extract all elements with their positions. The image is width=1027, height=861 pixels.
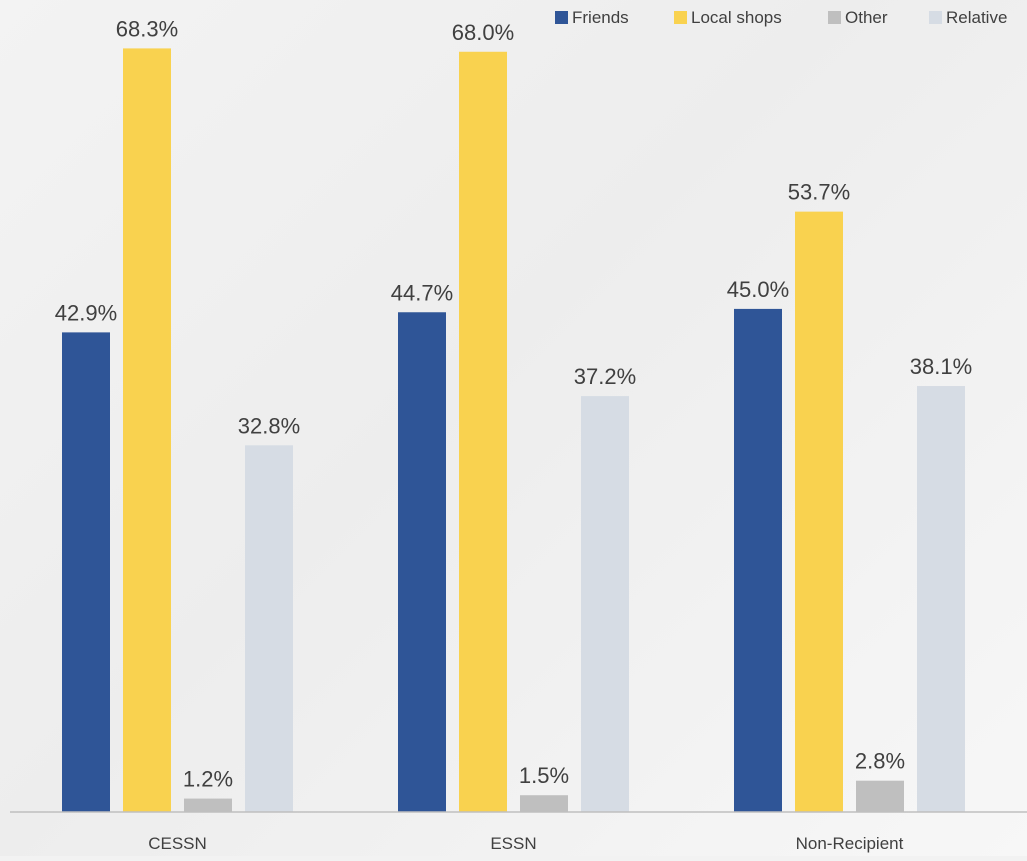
data-label-non-recipient-relative: 38.1%	[910, 354, 972, 379]
data-label-cessn-local-shops: 68.3%	[116, 16, 178, 41]
bar-non-recipient-local-shops	[795, 211, 843, 812]
x-tick-label-non-recipient: Non-Recipient	[796, 834, 904, 853]
data-labels-layer: 42.9% 68.3% 1.2% 32.8% 44.7% 68.0% 1.5% 37.2% 45…	[55, 16, 972, 791]
bar-essn-relative	[581, 396, 629, 812]
bar-cessn-relative	[245, 445, 293, 812]
bar-non-recipient-friends	[734, 308, 782, 812]
bars-layer	[62, 48, 965, 812]
bar-cessn-other	[184, 798, 232, 812]
data-label-non-recipient-local-shops: 53.7%	[788, 180, 850, 205]
data-label-essn-local-shops: 68.0%	[452, 20, 514, 45]
bar-essn-friends	[398, 312, 446, 812]
bar-non-recipient-other	[856, 780, 904, 812]
data-label-essn-other: 1.5%	[519, 763, 569, 788]
data-label-non-recipient-other: 2.8%	[855, 749, 905, 774]
bar-cessn-friends	[62, 332, 110, 812]
x-axis-tick-labels: CESSN ESSN Non-Recipient	[148, 834, 903, 853]
bar-essn-local-shops	[459, 51, 507, 812]
legend: Friends Local shops Other Relative	[555, 8, 1007, 27]
legend-swatch-relative	[929, 11, 942, 24]
x-tick-label-essn: ESSN	[490, 834, 536, 853]
legend-label-other: Other	[845, 8, 888, 27]
bar-cessn-local-shops	[123, 48, 171, 812]
legend-label-friends: Friends	[572, 8, 629, 27]
data-label-essn-friends: 44.7%	[391, 280, 453, 305]
x-tick-label-cessn: CESSN	[148, 834, 207, 853]
bar-essn-other	[520, 795, 568, 812]
legend-swatch-friends	[555, 11, 568, 24]
legend-label-relative: Relative	[946, 8, 1007, 27]
data-label-cessn-relative: 32.8%	[238, 413, 300, 438]
data-label-essn-relative: 37.2%	[574, 364, 636, 389]
data-label-cessn-friends: 42.9%	[55, 300, 117, 325]
legend-swatch-local-shops	[674, 11, 687, 24]
data-label-cessn-other: 1.2%	[183, 767, 233, 792]
legend-label-local-shops: Local shops	[691, 8, 782, 27]
bar-non-recipient-relative	[917, 386, 965, 812]
data-label-non-recipient-friends: 45.0%	[727, 277, 789, 302]
legend-swatch-other	[828, 11, 841, 24]
